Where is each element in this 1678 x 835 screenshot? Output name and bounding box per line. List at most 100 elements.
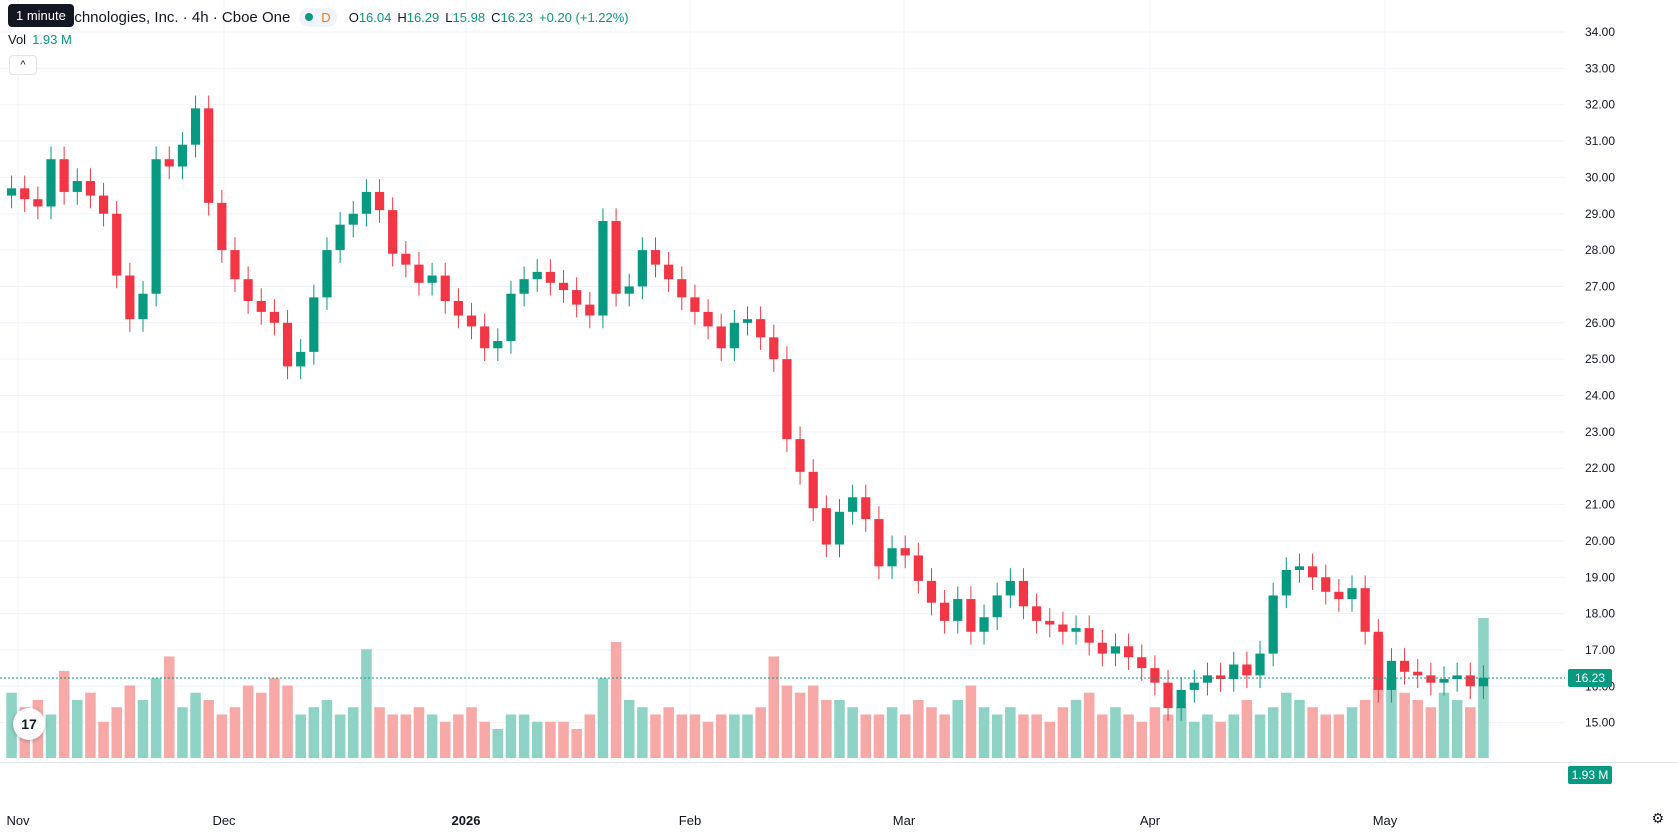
candle-body-94 bbox=[1242, 664, 1252, 676]
volume-bar-72 bbox=[952, 699, 964, 758]
volume-bar-57 bbox=[755, 707, 766, 758]
candle-body-108 bbox=[1426, 675, 1436, 683]
volume-bar-98 bbox=[1294, 699, 1305, 758]
candle-body-54 bbox=[716, 326, 726, 349]
volume-bar-0 bbox=[6, 692, 17, 758]
volume-bar-107 bbox=[1412, 699, 1423, 758]
ohlc-values: O16.04 H16.29 L15.98 C16.23 +0.20 (+1.22… bbox=[349, 10, 629, 25]
candle-body-53 bbox=[703, 311, 713, 327]
volume-bar-100 bbox=[1320, 714, 1331, 758]
volume-bar-66 bbox=[873, 714, 885, 758]
candle-body-52 bbox=[690, 297, 700, 312]
volume-bar-16 bbox=[216, 714, 228, 758]
candle-body-61 bbox=[808, 471, 818, 509]
candle-body-106 bbox=[1399, 660, 1410, 672]
candle-body-28 bbox=[374, 191, 385, 211]
volume-bar-110 bbox=[1451, 699, 1463, 758]
candle-body-87 bbox=[1150, 668, 1160, 683]
volume-bar-4 bbox=[58, 670, 70, 758]
gear-icon[interactable]: ⚙ bbox=[1651, 810, 1664, 826]
price-tick-11: 26.00 bbox=[1585, 316, 1615, 330]
volume-bar-74 bbox=[978, 707, 990, 758]
price-tick-0: 15.00 bbox=[1585, 716, 1615, 730]
candle-body-23 bbox=[309, 297, 319, 352]
candle-body-66 bbox=[874, 519, 884, 567]
volume-bar-109 bbox=[1438, 692, 1450, 758]
candle-body-55 bbox=[729, 322, 739, 349]
volume-bar-54 bbox=[715, 714, 727, 758]
candle-body-17 bbox=[230, 250, 240, 280]
price-tick-12: 27.00 bbox=[1585, 279, 1615, 293]
volume-bar-30 bbox=[400, 714, 412, 758]
volume-bar-62 bbox=[821, 699, 832, 758]
change-value: +0.20 (+1.22%) bbox=[539, 9, 629, 25]
status-pill[interactable]: D bbox=[299, 7, 337, 27]
open-value: 16.04 bbox=[358, 9, 392, 25]
candle-body-30 bbox=[401, 253, 411, 265]
candle-body-13 bbox=[177, 144, 188, 167]
price-tick-8: 23.00 bbox=[1585, 425, 1615, 439]
volume-bar-13 bbox=[177, 707, 188, 758]
volume-bar-3 bbox=[45, 714, 57, 758]
volume-bar-27 bbox=[361, 649, 372, 758]
last-price-tag bbox=[1568, 668, 1612, 687]
volume-bar-24 bbox=[321, 699, 333, 758]
candle-body-34 bbox=[453, 300, 463, 316]
tradingview-logo-icon[interactable]: 17 bbox=[13, 708, 45, 740]
price-tick-3: 18.00 bbox=[1585, 607, 1615, 621]
price-tick-19: 34.00 bbox=[1585, 25, 1615, 39]
volume-bar-106 bbox=[1399, 692, 1410, 758]
candle-body-1 bbox=[20, 188, 30, 200]
candle-body-90 bbox=[1189, 682, 1199, 690]
collapse-legend-button[interactable]: ^ bbox=[9, 55, 37, 75]
candle-body-44 bbox=[585, 304, 595, 316]
price-tick-9: 24.00 bbox=[1585, 389, 1615, 403]
symbol-title[interactable]: echnologies, Inc. · 4h · Cboe One bbox=[66, 8, 291, 26]
candle-body-43 bbox=[572, 290, 582, 305]
low-value: 15.98 bbox=[452, 9, 486, 25]
price-tick-18: 33.00 bbox=[1585, 61, 1615, 75]
candle-body-69 bbox=[913, 555, 923, 581]
volume-bar-44 bbox=[584, 714, 596, 758]
volume-bar-34 bbox=[453, 714, 464, 758]
candle-body-85 bbox=[1124, 646, 1134, 658]
volume-bar-89 bbox=[1175, 707, 1187, 758]
candle-body-14 bbox=[190, 108, 201, 145]
volume-bar-81 bbox=[1070, 699, 1082, 758]
volume-bar-85 bbox=[1123, 714, 1134, 758]
candle-body-93 bbox=[1229, 664, 1239, 680]
volume-bar-48 bbox=[637, 707, 648, 758]
volume-bar-22 bbox=[295, 714, 306, 758]
candle-body-25 bbox=[335, 224, 345, 251]
candle-body-89 bbox=[1176, 689, 1186, 709]
volume-bar-15 bbox=[203, 699, 214, 758]
volume-bar-99 bbox=[1307, 707, 1318, 758]
candle-body-63 bbox=[834, 511, 845, 545]
candle-body-48 bbox=[637, 250, 647, 287]
volume-bar-14 bbox=[190, 692, 201, 758]
candle-body-65 bbox=[861, 497, 871, 520]
candle-body-35 bbox=[466, 315, 477, 327]
candle-body-18 bbox=[243, 279, 253, 301]
candle-body-41 bbox=[545, 271, 555, 283]
candle-body-37 bbox=[493, 340, 503, 349]
candle-body-27 bbox=[361, 191, 371, 214]
volume-bar-26 bbox=[347, 707, 359, 758]
volume-bar-53 bbox=[702, 721, 714, 758]
volume-legend: Vol 1.93 M bbox=[8, 32, 72, 47]
volume-bar-103 bbox=[1359, 699, 1371, 758]
volume-bar-68 bbox=[899, 714, 911, 758]
candle-body-76 bbox=[1005, 580, 1015, 596]
candle-body-4 bbox=[59, 159, 69, 192]
volume-bar-73 bbox=[965, 685, 977, 758]
price-tick-4: 19.00 bbox=[1585, 570, 1615, 584]
candle-body-56 bbox=[742, 319, 753, 323]
volume-bar-58 bbox=[768, 656, 780, 758]
price-tick-14: 29.00 bbox=[1585, 207, 1615, 221]
volume-bar-38 bbox=[505, 714, 517, 758]
market-open-dot bbox=[305, 13, 314, 21]
candle-body-68 bbox=[900, 548, 910, 556]
volume-bar-21 bbox=[282, 685, 293, 758]
candle-body-64 bbox=[848, 497, 858, 512]
